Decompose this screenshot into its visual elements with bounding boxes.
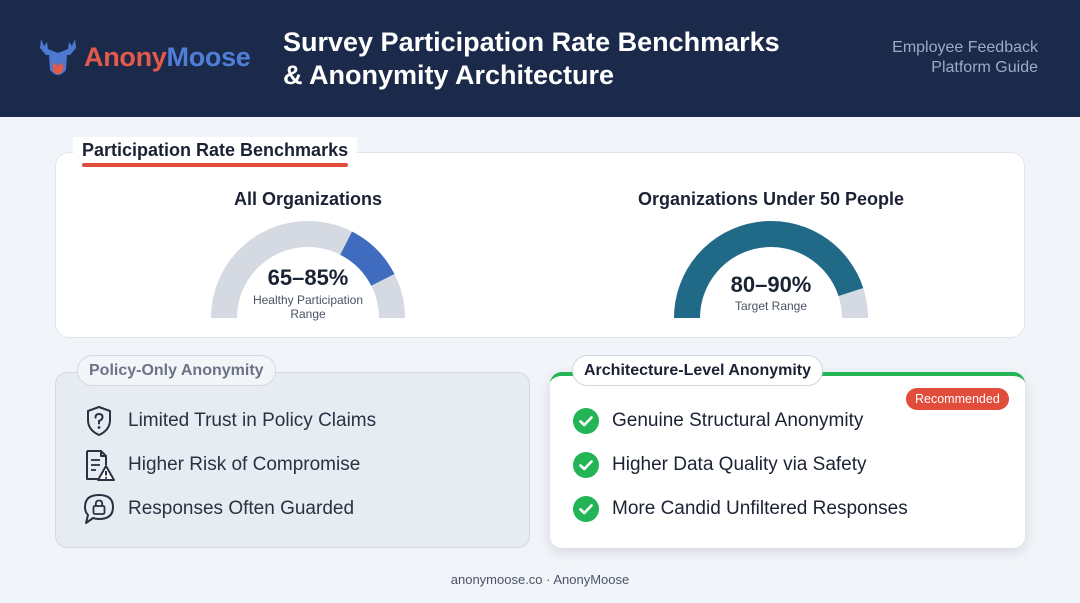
brand-name-part2: Moose: [166, 41, 251, 72]
policy-item-risk: Higher Risk of Compromise: [82, 448, 360, 482]
policy-item-trust: Limited Trust in Policy Claims: [82, 404, 376, 438]
gauge-small-caption: Target Range: [734, 299, 808, 313]
document-warning-icon: [82, 448, 116, 482]
page-title-line2: & Anonymity Architecture: [283, 60, 615, 90]
policy-item-guarded: Responses Often Guarded: [82, 492, 354, 526]
brand-logo[interactable]: AnonyMoose: [38, 34, 251, 80]
gauge-all-caption: Healthy Participation Range: [208, 293, 408, 321]
architecture-item-label: Higher Data Quality via Safety: [612, 454, 867, 475]
brand-name: AnonyMoose: [84, 42, 251, 73]
gauge-all-title: All Organizations: [233, 189, 383, 209]
gauge-all-caption-line1: Healthy Participation: [252, 293, 364, 307]
policy-only-tab: Policy-Only Anonymity: [77, 355, 276, 386]
architecture-item-label: More Candid Unfiltered Responses: [612, 498, 908, 519]
check-circle-icon: [573, 452, 599, 478]
shield-question-icon: [82, 404, 116, 438]
gauge-all-organizations: [211, 221, 405, 319]
architecture-item-candid: More Candid Unfiltered Responses: [573, 496, 908, 522]
policy-item-label: Limited Trust in Policy Claims: [128, 410, 377, 431]
policy-item-label: Higher Risk of Compromise: [128, 454, 361, 475]
recommended-badge: Recommended: [906, 388, 1009, 410]
gauge-small-fill: [674, 221, 864, 319]
gauge-small-organizations: [674, 221, 868, 319]
header-bar: AnonyMoose Survey Participation Rate Ben…: [0, 0, 1080, 117]
gauge-all-value: 65–85%: [267, 265, 349, 290]
brand-name-part1: Anony: [84, 41, 167, 72]
speech-bubble-lock-icon: [82, 492, 116, 526]
gauge-small-orgs-title: Organizations Under 50 People: [637, 189, 905, 209]
policy-only-card: [55, 372, 530, 548]
page-subtitle-line2: Platform Guide: [931, 59, 1038, 76]
gauge-all-caption-line2: Range: [290, 307, 326, 321]
gauge-all-fill: [339, 231, 395, 287]
check-circle-icon: [573, 408, 599, 434]
moose-icon: [38, 34, 78, 80]
page-title: Survey Participation Rate Benchmarks & A…: [283, 26, 780, 92]
heading-underline: [82, 163, 349, 167]
benchmarks-heading: Participation Rate Benchmarks: [73, 137, 358, 167]
architecture-level-tab: Architecture-Level Anonymity: [572, 355, 824, 386]
page-subtitle: Employee Feedback Platform Guide: [892, 38, 1038, 78]
architecture-item-quality: Higher Data Quality via Safety: [573, 452, 867, 478]
page-title-line1: Survey Participation Rate Benchmarks: [283, 27, 780, 57]
architecture-item-structural: Genuine Structural Anonymity: [573, 408, 863, 434]
gauge-all-track: [211, 221, 405, 319]
page-subtitle-line1: Employee Feedback: [892, 39, 1038, 56]
footer-text[interactable]: anonymoose.co · AnonyMoose: [450, 572, 630, 587]
policy-item-label: Responses Often Guarded: [128, 498, 355, 519]
check-circle-icon: [573, 496, 599, 522]
architecture-item-label: Genuine Structural Anonymity: [612, 410, 864, 431]
gauge-small-value: 80–90%: [730, 272, 812, 297]
benchmarks-heading-text: Participation Rate Benchmarks: [82, 140, 349, 160]
